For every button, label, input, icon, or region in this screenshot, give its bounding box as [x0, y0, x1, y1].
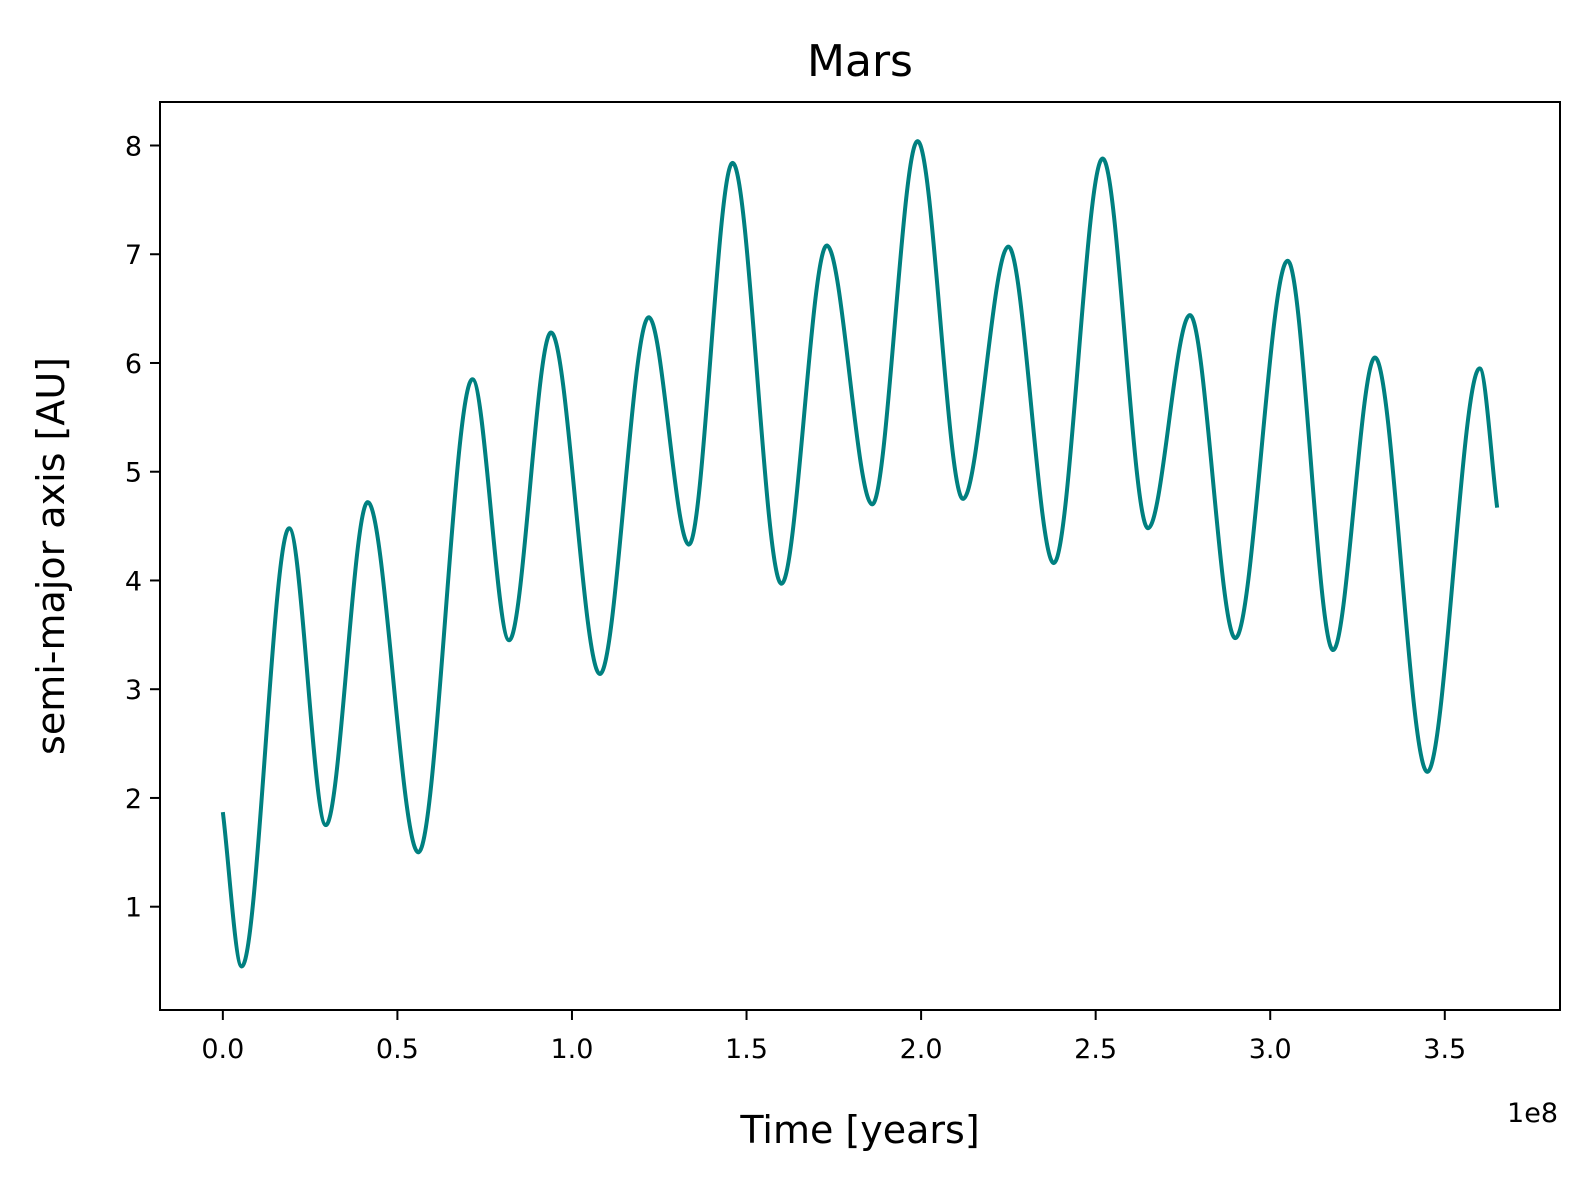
x-tick-label: 1.5 — [725, 1034, 768, 1065]
y-tick-label: 2 — [125, 784, 142, 815]
y-tick-label: 8 — [125, 131, 142, 162]
y-tick-label: 7 — [125, 240, 142, 271]
y-tick-label: 5 — [125, 458, 142, 489]
y-axis-label: semi-major axis [AU] — [29, 357, 73, 755]
x-tick-label: 0.5 — [376, 1034, 419, 1065]
x-axis-ticks: 0.0 0.5 1.0 1.5 2.0 2.5 3.0 3.5 — [201, 1010, 1466, 1065]
chart-title: Mars — [807, 36, 913, 87]
series-line — [220, 139, 1500, 969]
series-layer — [220, 139, 1500, 969]
x-tick-label: 2.0 — [900, 1034, 943, 1065]
y-axis-ticks: 1 2 3 4 5 6 7 8 — [125, 131, 160, 924]
x-tick-label: 3.0 — [1249, 1034, 1292, 1065]
x-axis-label: Time [years] — [739, 1108, 979, 1152]
y-tick-label: 6 — [125, 349, 142, 380]
x-axis-offset-label: 1e8 — [1507, 1098, 1558, 1129]
x-tick-label: 2.5 — [1074, 1034, 1117, 1065]
plot-frame — [159, 101, 1561, 1011]
y-tick-label: 3 — [125, 675, 142, 706]
x-tick-label: 0.0 — [201, 1034, 244, 1065]
y-tick-label: 1 — [125, 893, 142, 924]
x-tick-label: 3.5 — [1423, 1034, 1466, 1065]
x-tick-label: 1.0 — [550, 1034, 593, 1065]
y-tick-label: 4 — [125, 566, 142, 597]
